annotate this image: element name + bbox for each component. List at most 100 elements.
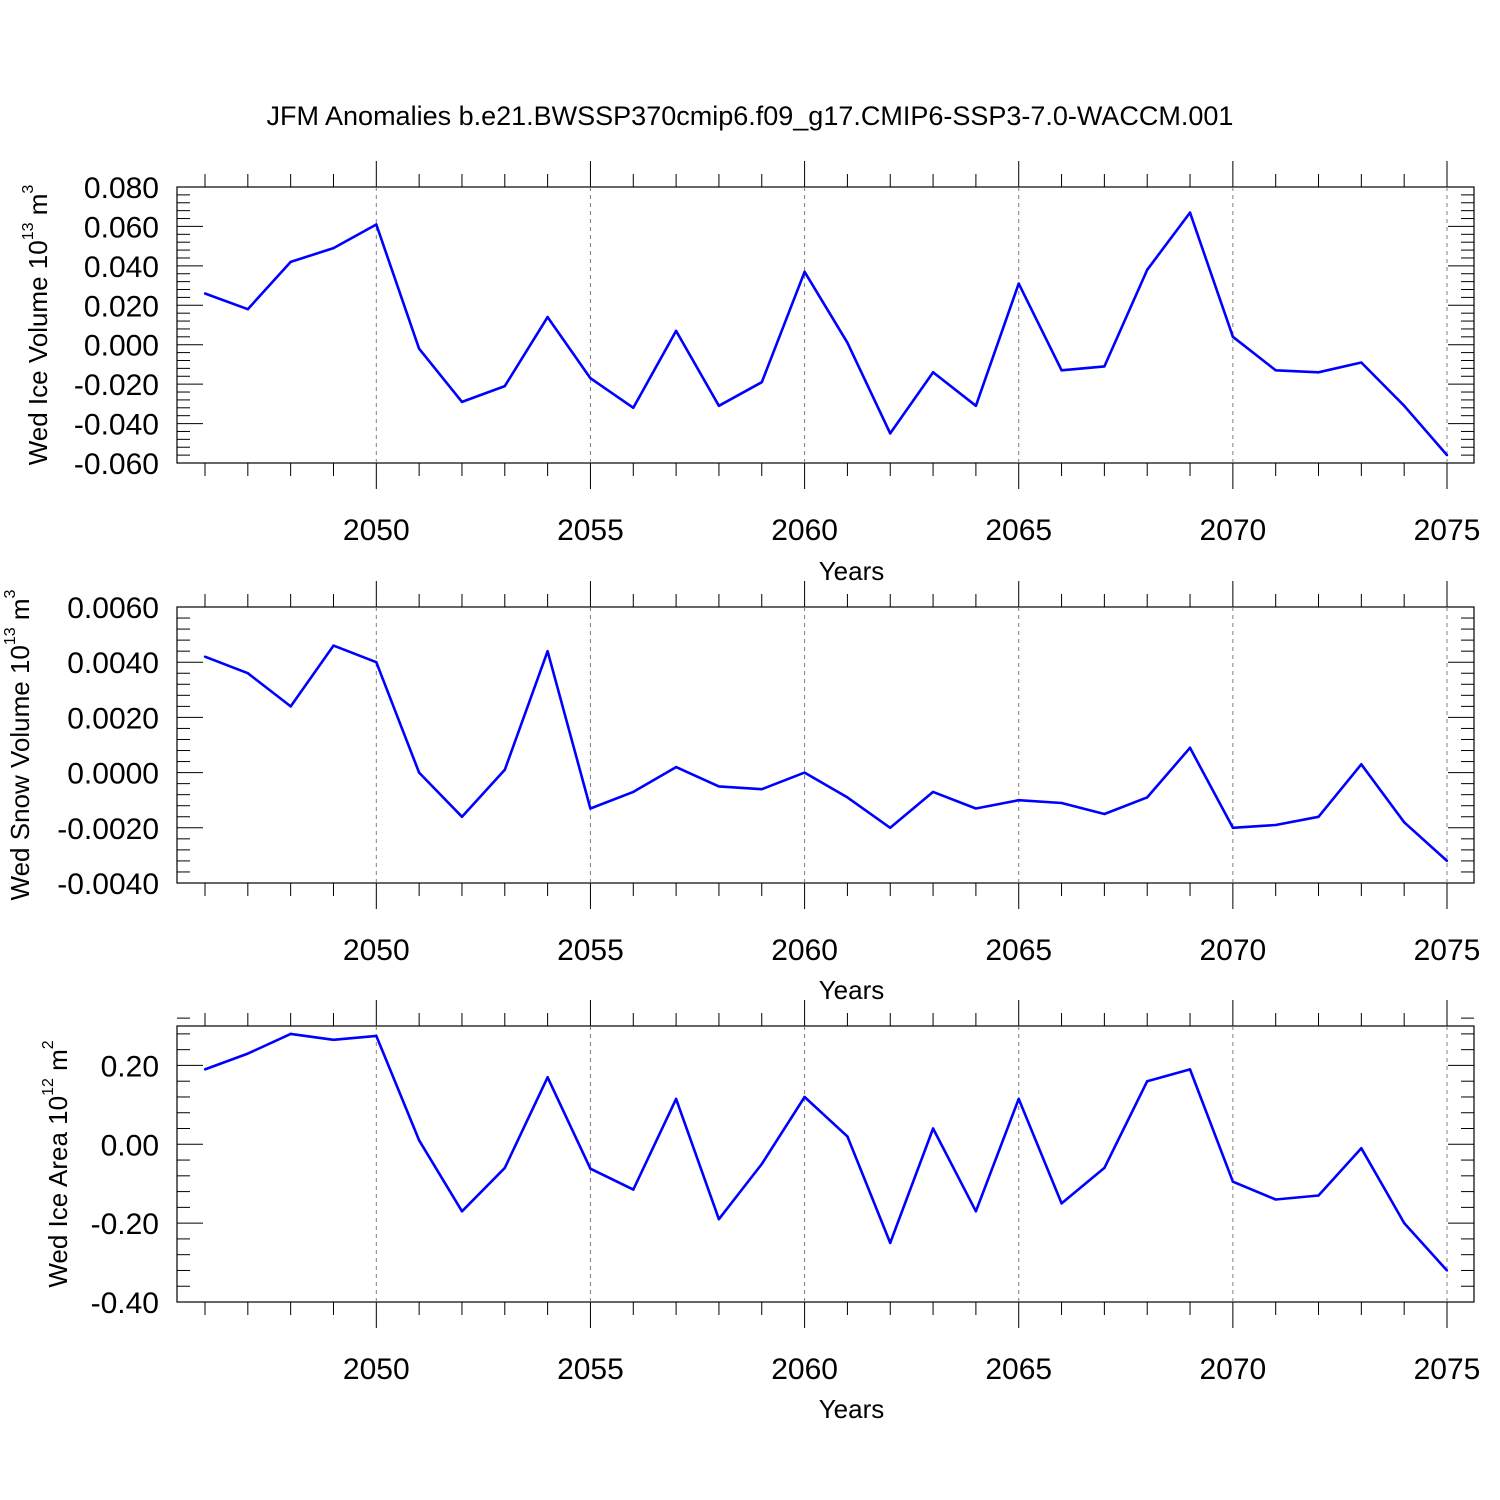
data-point xyxy=(546,315,549,319)
x-tick-label: 2060 xyxy=(771,514,838,547)
data-point xyxy=(1360,361,1363,364)
panel-snow-volume: 2050 2055 2060 2065 2070 2075 Years 0.0060 0.004… xyxy=(2,581,1480,1005)
data-point xyxy=(846,1135,849,1138)
data-point xyxy=(460,815,464,818)
data-point xyxy=(717,1218,721,1221)
data-point xyxy=(1188,746,1192,749)
data-point xyxy=(589,377,592,380)
y-tick-label: 0.0000 xyxy=(67,758,159,791)
series-line xyxy=(204,644,1448,862)
y-axis-label: Wed Snow Volume 1013 m3 xyxy=(2,589,35,900)
series-line xyxy=(204,1032,1448,1272)
x-tick-label: 2070 xyxy=(1199,514,1266,547)
data-point xyxy=(931,790,935,794)
data-point xyxy=(1017,799,1020,802)
y-axis-label-unit: m xyxy=(5,598,35,627)
data-point xyxy=(1317,815,1320,818)
y-axis-label-unit: m xyxy=(43,1049,73,1078)
data-point xyxy=(246,672,250,675)
data-point xyxy=(632,790,635,794)
panel-ice-volume: 2050 2055 2060 2065 2070 2075 Years 0.080 0.060 0… xyxy=(20,161,1480,586)
figure-title: JFM Anomalies b.e21.BWSSP370cmip6.f09_g1… xyxy=(267,101,1234,131)
x-tick-label: 2070 xyxy=(1199,934,1266,967)
data-point xyxy=(246,308,250,311)
data-point xyxy=(546,649,549,653)
series-line xyxy=(204,211,1448,456)
data-point xyxy=(417,1139,421,1142)
plot-frame xyxy=(176,1025,1475,1303)
data-point xyxy=(846,341,849,344)
data-point xyxy=(289,260,292,264)
y-axis-label-exp: 12 xyxy=(40,1078,57,1096)
x-tick-label: 2050 xyxy=(343,934,410,967)
data-point xyxy=(1103,812,1106,816)
data-point xyxy=(417,347,421,350)
y-tick-label: -0.020 xyxy=(74,369,159,402)
x-tick-label: 2055 xyxy=(557,934,624,967)
x-tick-label: 2065 xyxy=(985,1353,1052,1386)
x-tick-label: 2055 xyxy=(557,1353,624,1386)
data-point xyxy=(1317,371,1320,374)
data-point xyxy=(1445,1269,1449,1272)
plot-frame xyxy=(176,606,1475,884)
data-point xyxy=(1402,404,1406,408)
data-point xyxy=(1445,453,1449,457)
y-tick-label: -0.0040 xyxy=(57,868,159,901)
data-point xyxy=(1274,823,1277,827)
data-point xyxy=(760,1162,763,1166)
data-point xyxy=(503,1166,506,1170)
x-tick-label: 2060 xyxy=(771,934,838,967)
data-point xyxy=(1402,1221,1406,1225)
data-point xyxy=(1103,1166,1106,1170)
data-point xyxy=(674,765,678,769)
data-point xyxy=(1146,1080,1149,1083)
y-tick-label: 0.080 xyxy=(84,172,159,205)
y-tick-label: 0.000 xyxy=(84,330,159,363)
data-point xyxy=(1060,1202,1063,1205)
data-point xyxy=(1060,369,1063,372)
data-point xyxy=(1445,859,1449,863)
data-point xyxy=(503,768,506,772)
y-tick-label: 0.0020 xyxy=(67,702,159,735)
data-point xyxy=(375,661,378,664)
data-point xyxy=(632,406,635,409)
data-point xyxy=(1231,335,1235,339)
data-point xyxy=(974,404,978,408)
data-point xyxy=(760,787,763,791)
data-point xyxy=(332,644,335,647)
data-point xyxy=(460,1210,464,1213)
data-point xyxy=(1360,1147,1363,1150)
data-point xyxy=(760,380,763,384)
data-point xyxy=(289,705,292,708)
panel-ice-area: 2050 2055 2060 2065 2070 2075 Years 0.20 0.00 -0.… xyxy=(40,1000,1480,1424)
data-point xyxy=(889,1241,892,1245)
x-tick-label: 2075 xyxy=(1414,514,1481,547)
data-point xyxy=(1360,763,1363,766)
data-point xyxy=(589,1167,592,1170)
data-point xyxy=(974,1210,978,1213)
y-tick-label: 0.040 xyxy=(84,251,159,284)
data-point xyxy=(332,1038,335,1042)
data-point xyxy=(974,807,978,810)
data-point xyxy=(674,329,678,333)
data-point xyxy=(1188,211,1192,214)
data-point xyxy=(803,1095,806,1099)
y-axis-label-exp: 13 xyxy=(2,627,19,645)
data-point xyxy=(1188,1068,1192,1071)
x-tick-label: 2065 xyxy=(985,934,1052,967)
data-point xyxy=(289,1032,292,1036)
data-point xyxy=(1103,365,1106,368)
y-tick-label: 0.00 xyxy=(101,1129,159,1162)
data-point xyxy=(203,292,207,295)
y-axis-label-unit-exp: 2 xyxy=(40,1040,57,1049)
y-axis-label-unit-exp: 3 xyxy=(2,589,19,598)
x-axis-label: Years xyxy=(819,556,885,586)
x-tick-label: 2060 xyxy=(771,1353,838,1386)
x-tick-label: 2075 xyxy=(1414,1353,1481,1386)
x-tick-label: 2065 xyxy=(985,514,1052,547)
y-axis-label-text: Wed Snow Volume 10 xyxy=(5,645,35,900)
data-point xyxy=(417,771,421,774)
data-point xyxy=(717,404,721,408)
data-point xyxy=(1146,796,1149,799)
